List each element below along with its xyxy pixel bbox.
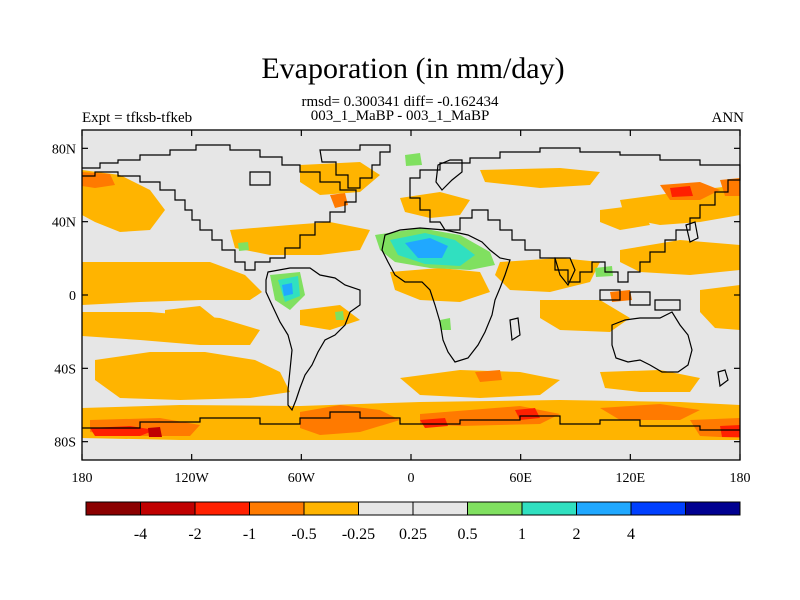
- coastlines: [82, 144, 741, 431]
- anomaly-positive-strong: [282, 238, 448, 296]
- colorbar-swatch: [140, 501, 196, 516]
- anomaly-field: [82, 153, 740, 440]
- lat-tick-label: 40S: [54, 362, 76, 377]
- coastline-scandinavia: [435, 159, 463, 191]
- coastline-antarctica: [82, 411, 740, 431]
- lon-tick-label: 60W: [288, 471, 316, 486]
- colorbar-swatch: [194, 501, 250, 516]
- colorbar-label: -4: [134, 526, 147, 543]
- colorbar-swatch: [685, 501, 741, 516]
- experiment-label: Expt = tfksb-tfkeb: [82, 110, 193, 126]
- coastline-india: [554, 257, 576, 287]
- coastline-africa: [381, 227, 511, 363]
- lon-tick-label: 0: [408, 471, 415, 486]
- anomaly-negative-light: [82, 162, 740, 440]
- figure-title: Evaporation (in mm/day): [261, 52, 565, 85]
- colorbar-label: -0.25: [342, 526, 375, 543]
- lat-tick-label: 0: [69, 289, 76, 304]
- lat-tick-label: 40N: [52, 216, 76, 231]
- coastline-arctic-islands: [249, 171, 271, 186]
- coastline-new-zealand: [717, 369, 729, 388]
- latitude-axis: 80N 40N 0 40S 80S: [52, 142, 740, 451]
- coastline-australia: [611, 311, 693, 373]
- colorbar-label: -1: [243, 526, 256, 543]
- lon-tick-label: 60E: [509, 471, 532, 486]
- colorbar-swatch: [249, 501, 305, 516]
- lat-tick-label: 80N: [52, 142, 76, 157]
- colorbar-label: 1: [518, 526, 526, 543]
- colorbar-swatch: [85, 501, 141, 516]
- season-label: ANN: [711, 110, 745, 126]
- coastline-south-america: [265, 267, 361, 412]
- longitude-axis: 180 120W 60W 0 60E 120E 180: [72, 130, 751, 486]
- coastline-japan: [685, 221, 699, 243]
- coastline-north-america: [82, 144, 357, 271]
- colorbar-label: 0.5: [458, 526, 478, 543]
- colorbar-label: -0.5: [291, 526, 316, 543]
- coastline-greenland: [319, 144, 391, 189]
- colorbar-label: 0.25: [399, 526, 427, 543]
- lon-tick-label: 180: [72, 471, 93, 486]
- lat-tick-label: 80S: [54, 436, 76, 451]
- colorbar-swatch: [576, 501, 632, 516]
- colorbar: -4 -2 -1 -0.5 -0.25 0.25 0.5 1 2 4: [85, 501, 741, 543]
- anomaly-negative-dark: [148, 427, 162, 437]
- case-line: 003_1_MaBP - 003_1_MaBP: [310, 108, 490, 124]
- lon-tick-label: 120W: [175, 471, 210, 486]
- colorbar-swatch: [358, 501, 414, 516]
- colorbar-label: -2: [188, 526, 201, 543]
- colorbar-swatch: [630, 501, 686, 516]
- colorbar-swatch: [521, 501, 577, 516]
- lon-tick-label: 180: [730, 471, 751, 486]
- coastline-eurasia: [409, 147, 741, 283]
- colorbar-label: 2: [573, 526, 581, 543]
- lon-tick-label: 120E: [616, 471, 646, 486]
- colorbar-swatch: [467, 501, 523, 516]
- colorbar-swatch: [412, 501, 468, 516]
- coastline-indonesia: [599, 289, 681, 311]
- colorbar-swatch: [303, 501, 359, 516]
- coastline-madagascar: [509, 317, 521, 342]
- colorbar-label: 4: [627, 526, 635, 543]
- stats-line: rmsd= 0.300341 diff= -0.162434: [301, 94, 499, 110]
